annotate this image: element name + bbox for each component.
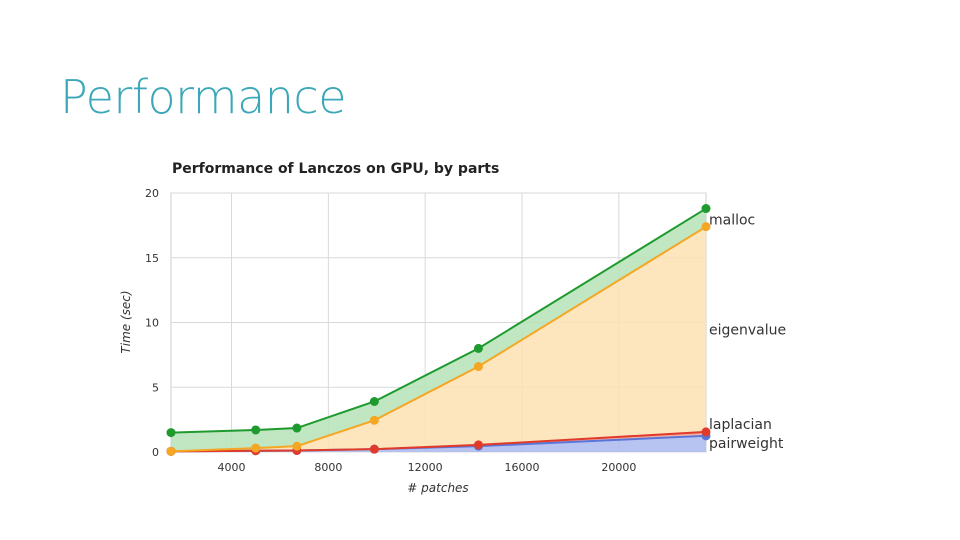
malloc-line bbox=[170, 207, 707, 434]
malloc-point bbox=[251, 425, 261, 435]
x-tick-label: 12000 bbox=[408, 461, 443, 474]
data-points bbox=[166, 204, 711, 456]
eigenvalue-line bbox=[170, 225, 707, 453]
malloc-point bbox=[292, 423, 302, 433]
x-tick-label: 4000 bbox=[218, 461, 246, 474]
y-tick-label: 0 bbox=[152, 446, 159, 459]
x-axis-label: # patches bbox=[407, 481, 468, 495]
eigenvalue-point bbox=[166, 446, 176, 456]
laplacian-line bbox=[170, 430, 707, 453]
laplacian-point bbox=[701, 427, 711, 437]
eigenvalue-area bbox=[171, 226, 706, 452]
eigenvalue-point bbox=[251, 443, 261, 453]
y-axis-label: Time (sec) bbox=[119, 290, 133, 353]
legend: pairweight laplacian eigenvalue malloc bbox=[709, 213, 786, 452]
slide-title: Performance bbox=[60, 70, 347, 124]
legend-label-laplacian: laplacian bbox=[709, 417, 772, 433]
y-tick-label: 15 bbox=[145, 252, 159, 265]
malloc-point bbox=[701, 204, 711, 214]
malloc-point bbox=[473, 343, 483, 353]
eigenvalue-point bbox=[701, 222, 711, 232]
y-tick-label: 5 bbox=[152, 381, 159, 394]
malloc-point bbox=[166, 428, 176, 438]
pairweight-area bbox=[171, 435, 706, 452]
x-tick-label: 8000 bbox=[314, 461, 342, 474]
legend-label-pairweight: pairweight bbox=[709, 436, 784, 452]
malloc-point bbox=[369, 396, 379, 406]
laplacian-point bbox=[473, 440, 483, 450]
series-lines bbox=[170, 207, 707, 453]
y-tick-label: 10 bbox=[145, 317, 159, 330]
eigenvalue-point bbox=[369, 415, 379, 425]
eigenvalue-point bbox=[473, 362, 483, 372]
chart-title: Performance of Lanczos on GPU, by parts bbox=[172, 161, 499, 177]
legend-label-eigenvalue: eigenvalue bbox=[709, 322, 786, 338]
y-tick-label: 20 bbox=[145, 187, 159, 200]
area-fills bbox=[171, 208, 706, 452]
tick-labels: 0 5 10 15 20 4000 8000 12000 16000 20000 bbox=[145, 187, 636, 474]
x-tick-label: 20000 bbox=[601, 461, 636, 474]
laplacian-point bbox=[369, 444, 379, 454]
x-tick-label: 16000 bbox=[505, 461, 540, 474]
legend-label-malloc: malloc bbox=[709, 213, 755, 229]
eigenvalue-point bbox=[292, 441, 302, 451]
